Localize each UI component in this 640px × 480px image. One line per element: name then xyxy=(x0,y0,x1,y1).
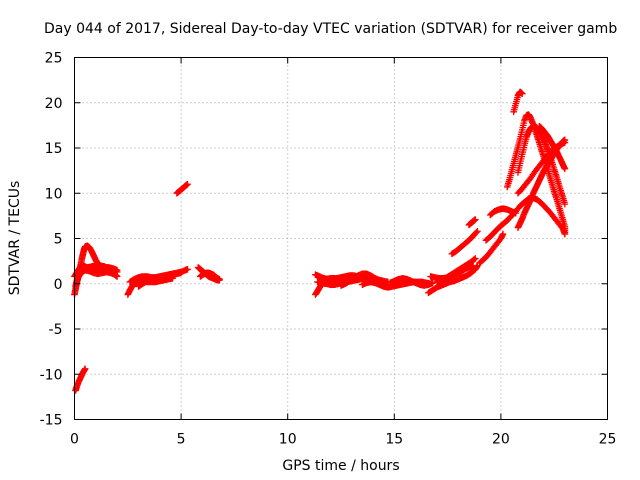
data-point xyxy=(81,365,89,373)
data-point xyxy=(499,230,507,238)
data-point xyxy=(216,275,223,283)
x-axis-label: GPS time / hours xyxy=(282,458,399,474)
y-tick-label: 5 xyxy=(54,232,63,248)
y-tick-label: 10 xyxy=(45,186,63,202)
series-arc-11 xyxy=(196,269,223,283)
data-point xyxy=(472,255,479,262)
series-arc-20 xyxy=(433,255,479,286)
y-axis-label: SDTVAR / TECUs xyxy=(7,181,23,296)
data-point xyxy=(184,180,191,188)
y-tick-label: -15 xyxy=(40,413,63,429)
chart-title: Day 044 of 2017, Sidereal Day-to-day VTE… xyxy=(44,21,617,37)
data-point xyxy=(474,227,481,235)
series-arc-25 xyxy=(486,205,520,219)
data-point xyxy=(561,165,569,173)
y-tick-label: 20 xyxy=(45,96,63,112)
x-tick-label: 15 xyxy=(385,432,403,448)
y-tick-label: -5 xyxy=(49,322,63,338)
series-arc-27 xyxy=(510,88,526,116)
data-point xyxy=(561,139,569,146)
y-tick-label: 15 xyxy=(45,141,63,157)
series-arc-09 xyxy=(173,180,191,197)
data-point xyxy=(561,200,569,208)
data-point xyxy=(473,229,480,236)
series-arc-17 xyxy=(386,275,436,289)
x-tick-label: 0 xyxy=(70,432,79,448)
data-point xyxy=(113,268,121,276)
x-tick-label: 20 xyxy=(492,432,510,448)
series-arc-21 xyxy=(448,227,481,258)
series-arc-22 xyxy=(465,216,479,229)
series-arc-30 xyxy=(514,139,569,197)
data-point xyxy=(177,269,185,277)
series-arc-08 xyxy=(135,269,185,290)
data-point xyxy=(184,265,191,273)
data-points xyxy=(71,88,569,394)
y-tick-label: 25 xyxy=(45,51,63,67)
data-point xyxy=(512,209,520,217)
series-arc-18 xyxy=(425,262,481,297)
x-tick-label: 25 xyxy=(599,432,617,448)
data-point xyxy=(470,256,478,263)
x-tick-label: 5 xyxy=(177,432,186,448)
x-tick-label: 10 xyxy=(279,432,297,448)
series-arc-05 xyxy=(73,262,121,285)
y-tick-label: 0 xyxy=(54,277,63,293)
axis-ticks xyxy=(74,57,608,420)
series-arc-23 xyxy=(476,230,507,267)
series-arc-31 xyxy=(535,122,569,173)
tick-labels: 0 5 10 15 20 25 -15 -10 -5 0 5 10 15 20 25 xyxy=(40,51,617,448)
data-point xyxy=(429,279,436,287)
data-point xyxy=(518,90,526,97)
y-tick-label: -10 xyxy=(40,367,63,383)
data-point xyxy=(561,230,569,238)
data-point xyxy=(472,216,479,223)
